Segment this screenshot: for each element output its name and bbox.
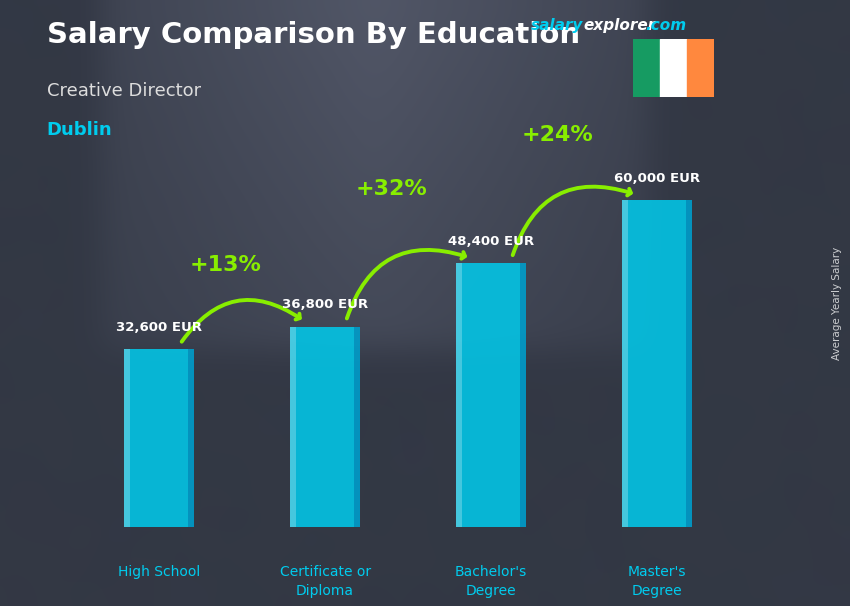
Text: Bachelor's
Degree: Bachelor's Degree: [455, 565, 527, 598]
Text: 32,600 EUR: 32,600 EUR: [116, 321, 202, 334]
FancyBboxPatch shape: [124, 350, 130, 527]
Text: 48,400 EUR: 48,400 EUR: [448, 235, 534, 248]
Text: Certificate or
Diploma: Certificate or Diploma: [280, 565, 371, 598]
Text: 60,000 EUR: 60,000 EUR: [614, 171, 700, 185]
Text: 36,800 EUR: 36,800 EUR: [282, 298, 368, 311]
FancyBboxPatch shape: [622, 200, 627, 527]
FancyBboxPatch shape: [686, 200, 692, 527]
Bar: [687, 39, 714, 97]
Text: +13%: +13%: [190, 255, 262, 276]
Text: Master's
Degree: Master's Degree: [627, 565, 686, 598]
FancyBboxPatch shape: [456, 263, 462, 527]
Text: .com: .com: [645, 18, 686, 33]
FancyBboxPatch shape: [290, 327, 296, 527]
Text: +32%: +32%: [355, 179, 428, 199]
Text: Average Yearly Salary: Average Yearly Salary: [832, 247, 842, 359]
FancyBboxPatch shape: [290, 327, 360, 527]
Text: explorer: explorer: [584, 18, 656, 33]
FancyBboxPatch shape: [189, 350, 194, 527]
FancyBboxPatch shape: [456, 263, 526, 527]
Text: Salary Comparison By Education: Salary Comparison By Education: [47, 21, 580, 49]
Text: Dublin: Dublin: [47, 121, 112, 139]
Bar: [660, 39, 687, 97]
Text: salary: salary: [531, 18, 584, 33]
Text: +24%: +24%: [521, 124, 593, 145]
FancyBboxPatch shape: [520, 263, 526, 527]
FancyBboxPatch shape: [622, 200, 692, 527]
Text: High School: High School: [118, 565, 201, 579]
Bar: [633, 39, 660, 97]
FancyBboxPatch shape: [354, 327, 360, 527]
FancyBboxPatch shape: [124, 350, 194, 527]
Text: Creative Director: Creative Director: [47, 82, 201, 100]
